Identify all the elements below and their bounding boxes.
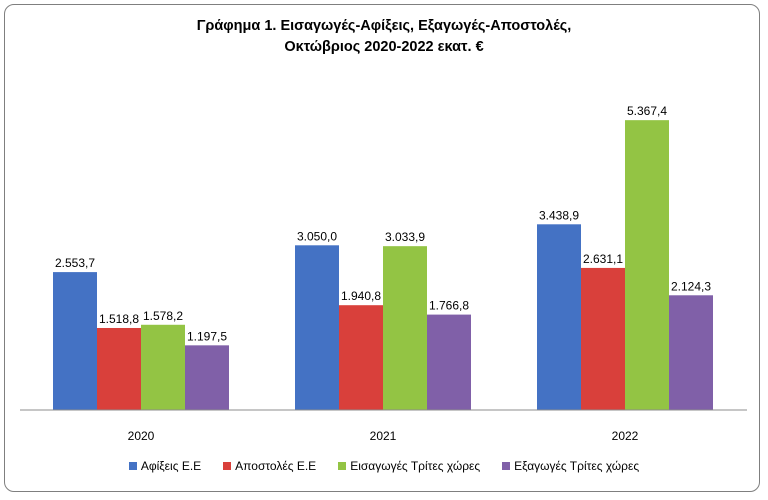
legend-item-2: Αποστολές Ε.Ε <box>223 459 316 473</box>
x-tick-label-2020: 2020 <box>128 429 155 443</box>
data-label-2022-series-1: 3.438,9 <box>539 208 579 222</box>
legend-swatch-4 <box>502 462 511 470</box>
bar-2020-series-2 <box>97 327 141 410</box>
data-label-2022-series-4: 2.124,3 <box>671 279 711 293</box>
data-label-2020-series-3: 1.578,2 <box>143 309 183 323</box>
bar-2021-series-1 <box>295 245 339 410</box>
bar-2022-series-3 <box>625 120 669 410</box>
legend-swatch-3 <box>338 462 347 470</box>
bar-2021-series-4 <box>427 314 471 410</box>
bar-2022-series-4 <box>669 295 713 410</box>
data-label-2021-series-3: 3.033,9 <box>385 230 425 244</box>
x-tick-label-2021: 2021 <box>370 429 397 443</box>
data-label-2020-series-2: 1.518,8 <box>99 312 139 326</box>
chart-title: Γράφημα 1. Εισαγωγές-Αφίξεις, Εξαγωγές-Α… <box>0 16 768 58</box>
legend-label-1: Αφίξεις Ε.Ε <box>140 459 202 473</box>
chart-title-line2: Οκτώβριος 2020-2022 εκατ. € <box>284 39 484 55</box>
bar-2022-series-2 <box>581 267 625 410</box>
legend-swatch-1 <box>128 462 137 470</box>
legend-item-3: Εισαγωγές Τρίτες χώρες <box>338 459 480 473</box>
bar-2020-series-3 <box>141 324 185 410</box>
data-label-2020-series-4: 1.197,5 <box>187 329 227 343</box>
bar-2022-series-1 <box>537 224 581 410</box>
legend-item-4: Εξαγωγές Τρίτες χώρες <box>502 459 639 473</box>
data-label-2021-series-2: 1.940,8 <box>341 289 381 303</box>
bar-2021-series-3 <box>383 246 427 410</box>
data-label-2022-series-2: 2.631,1 <box>583 252 623 266</box>
data-label-2021-series-4: 1.766,8 <box>429 299 469 313</box>
chart-legend: Αφίξεις Ε.Ε Αποστολές Ε.Ε Εισαγωγές Τρίτες… <box>0 459 768 473</box>
bar-2021-series-2 <box>339 305 383 410</box>
bar-2020-series-4 <box>185 345 229 410</box>
bar-2020-series-1 <box>53 272 97 410</box>
chart-title-line1: Γράφημα 1. Εισαγωγές-Αφίξεις, Εξαγωγές-Α… <box>196 18 572 34</box>
data-label-2021-series-1: 3.050,0 <box>297 229 337 243</box>
legend-label-3: Εισαγωγές Τρίτες χώρες <box>350 459 481 473</box>
legend-swatch-2 <box>223 462 232 470</box>
legend-label-4: Εξαγωγές Τρίτες χώρες <box>514 459 640 473</box>
data-label-2020-series-1: 2.553,7 <box>55 256 95 270</box>
legend-item-1: Αφίξεις Ε.Ε <box>128 459 202 473</box>
legend-label-2: Αποστολές Ε.Ε <box>235 459 317 473</box>
data-label-2022-series-3: 5.367,4 <box>627 104 667 118</box>
x-tick-label-2022: 2022 <box>612 429 639 443</box>
